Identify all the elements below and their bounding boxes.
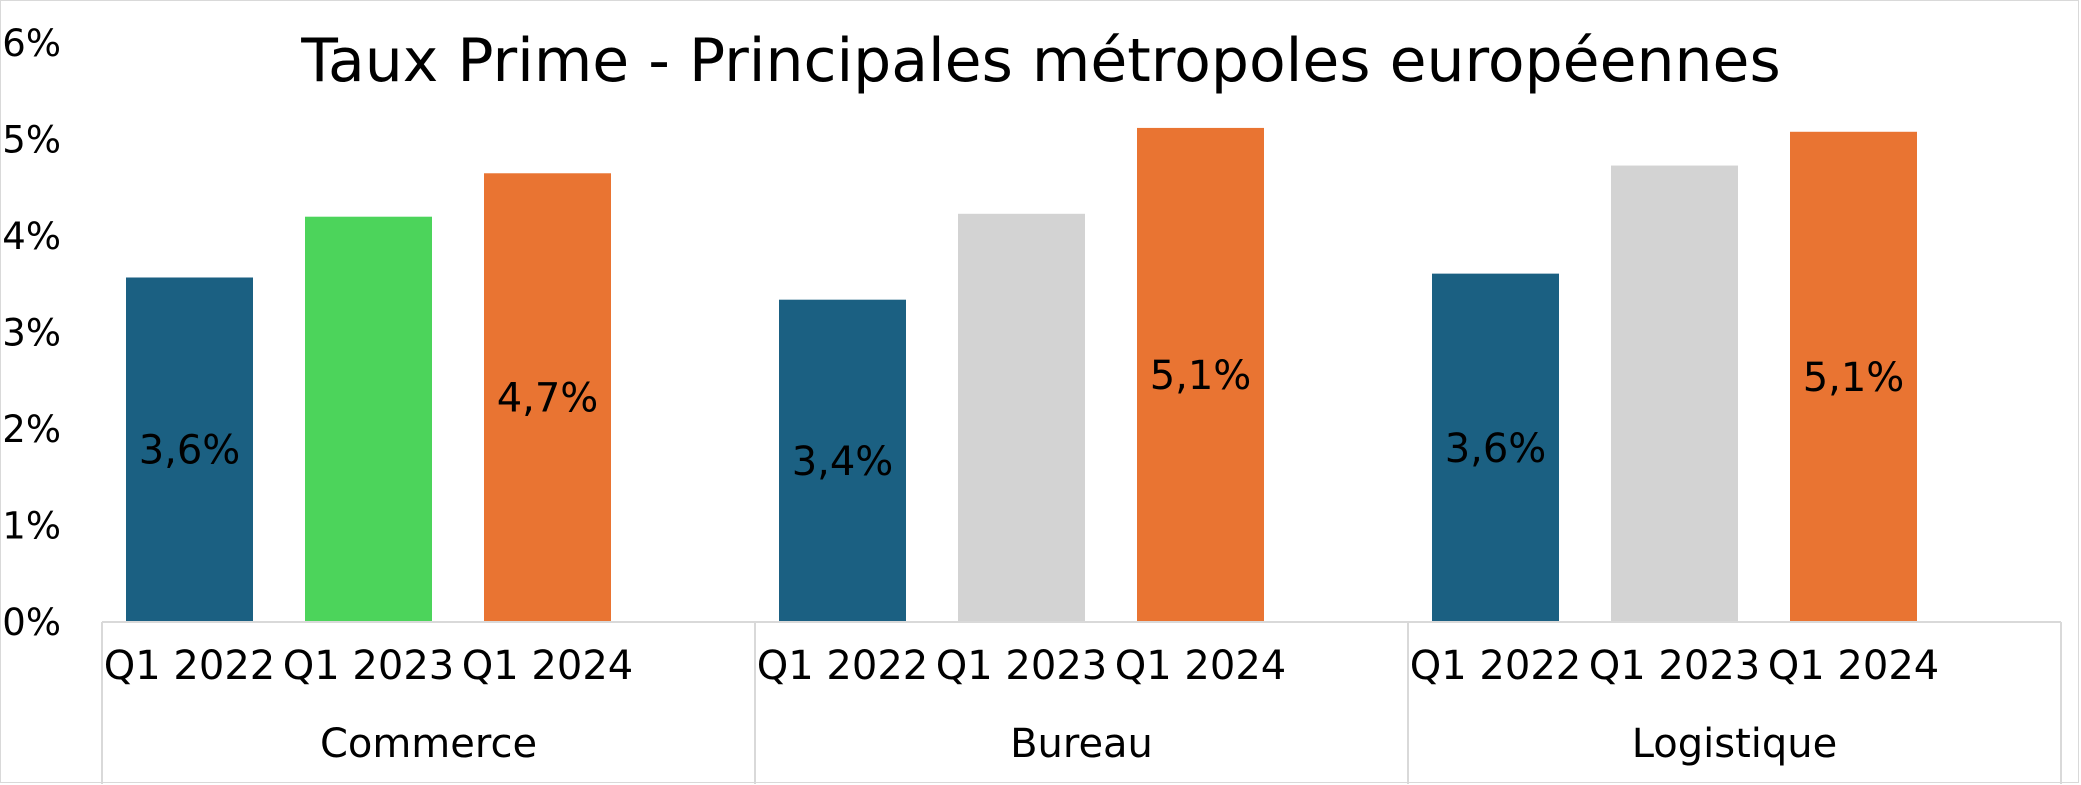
y-tick-label: 2% bbox=[2, 408, 61, 451]
chart-title: Taux Prime - Principales métropoles euro… bbox=[300, 26, 1780, 96]
data-label: 5,1% bbox=[1803, 355, 1905, 401]
y-tick-label: 5% bbox=[2, 119, 61, 162]
group-label: Bureau bbox=[1010, 721, 1153, 767]
x-tick-label: Q1 2022 bbox=[104, 643, 275, 689]
x-tick-label: Q1 2024 bbox=[462, 643, 633, 689]
y-tick-label: 1% bbox=[2, 505, 61, 548]
bar-logistique-q1-2024 bbox=[1790, 131, 1917, 622]
y-tick-label: 4% bbox=[2, 215, 61, 258]
bar-bureau-q1-2023 bbox=[958, 213, 1085, 622]
bar-logistique-q1-2023 bbox=[1611, 165, 1738, 622]
y-tick-label: 0% bbox=[2, 601, 61, 644]
group-label: Commerce bbox=[320, 721, 537, 767]
x-tick-label: Q1 2023 bbox=[283, 643, 454, 689]
y-tick-label: 6% bbox=[2, 22, 61, 65]
x-tick-label: Q1 2024 bbox=[1115, 643, 1286, 689]
x-tick-label: Q1 2022 bbox=[757, 643, 928, 689]
axes bbox=[101, 621, 2062, 784]
bar-commerce-q1-2022 bbox=[126, 277, 253, 622]
bar-bureau-q1-2022 bbox=[779, 299, 906, 622]
y-tick-label: 3% bbox=[2, 312, 61, 355]
bar-logistique-q1-2022 bbox=[1432, 273, 1559, 622]
x-tick-label: Q1 2024 bbox=[1768, 643, 1939, 689]
bars: 3,6% 4,7% 3,4% 5,1% 3,6% 5,1% bbox=[126, 127, 1917, 623]
data-label: 3,6% bbox=[1445, 426, 1547, 472]
bar-commerce-q1-2023 bbox=[305, 216, 432, 622]
data-label: 5,1% bbox=[1150, 353, 1252, 399]
x-tick-label: Q1 2023 bbox=[1589, 643, 1760, 689]
x-tick-label: Q1 2022 bbox=[1410, 643, 1581, 689]
bar-commerce-q1-2024 bbox=[484, 173, 611, 622]
data-label: 4,7% bbox=[497, 376, 599, 422]
y-axis-ticks: 0% 1% 2% 3% 4% 5% 6% bbox=[2, 22, 61, 644]
bar-bureau-q1-2024 bbox=[1137, 127, 1264, 623]
x-tick-label: Q1 2023 bbox=[936, 643, 1107, 689]
data-label: 3,4% bbox=[792, 439, 894, 485]
data-label: 3,6% bbox=[139, 428, 241, 474]
group-label: Logistique bbox=[1632, 721, 1838, 767]
